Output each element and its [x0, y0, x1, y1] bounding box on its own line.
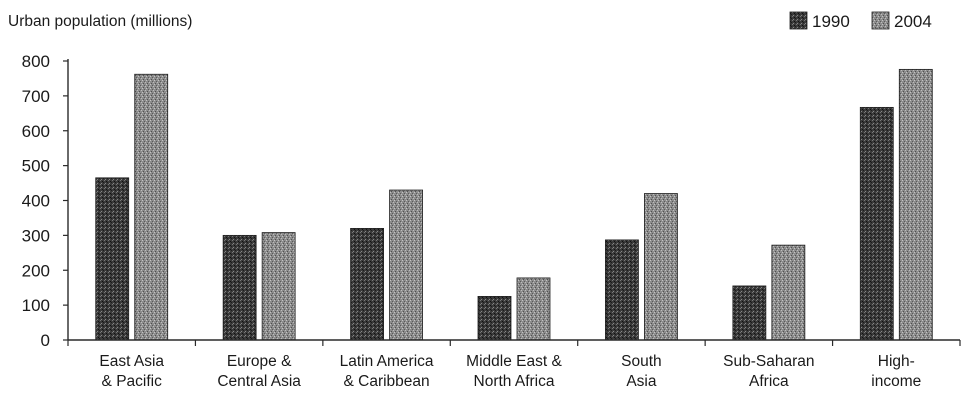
legend-label: 1990 — [812, 12, 850, 31]
y-tick-label: 100 — [22, 296, 50, 315]
x-tick-label: East Asia — [99, 353, 164, 370]
legend-swatch-1990 — [790, 12, 807, 29]
bar-1990 — [478, 296, 511, 340]
bars — [96, 69, 933, 340]
y-axis: 0 100 200 300 400 500 600 700 800 — [22, 52, 68, 350]
bar-2004 — [899, 69, 932, 340]
y-tick-label: 300 — [22, 226, 50, 245]
x-tick-label: Asia — [626, 373, 657, 390]
legend: 1990 2004 — [790, 12, 932, 31]
bar-2004 — [262, 233, 295, 340]
bar-1990 — [860, 107, 893, 340]
y-tick-label: 600 — [22, 122, 50, 141]
x-tick-label: Latin America — [340, 353, 434, 370]
x-tick-label: Africa — [749, 373, 789, 390]
bar-2004 — [772, 245, 805, 340]
x-tick-label: income — [871, 373, 921, 390]
x-tick-label: South — [621, 353, 662, 370]
bar-2004 — [135, 74, 168, 340]
x-tick-label: North Africa — [474, 373, 555, 390]
x-tick-label: Middle East & — [466, 353, 562, 370]
x-tick-label: Sub-Saharan — [723, 353, 814, 370]
legend-label: 2004 — [894, 12, 932, 31]
legend-swatch-2004 — [872, 12, 889, 29]
x-tick-label: & Caribbean — [343, 373, 429, 390]
bar-2004 — [644, 194, 677, 340]
bar-1990 — [223, 235, 256, 340]
bar-1990 — [733, 286, 766, 340]
x-axis: East Asia & Pacific Europe & Central Asia La… — [68, 340, 960, 390]
y-tick-label: 200 — [22, 261, 50, 280]
bar-2004 — [517, 278, 550, 340]
y-tick-label: 800 — [22, 52, 50, 71]
bar-1990 — [605, 240, 638, 340]
x-tick-label: & Pacific — [102, 373, 163, 390]
bar-1990 — [351, 228, 384, 340]
y-tick-label: 400 — [22, 192, 50, 211]
y-tick-label: 0 — [41, 331, 50, 350]
x-tick-label: High- — [878, 353, 915, 370]
y-axis-title: Urban population (millions) — [8, 13, 192, 30]
y-tick-label: 700 — [22, 87, 50, 106]
x-tick-label: Central Asia — [217, 373, 301, 390]
bar-2004 — [390, 190, 423, 340]
x-tick-label: Europe & — [227, 353, 292, 370]
y-tick-label: 500 — [22, 157, 50, 176]
bar-1990 — [96, 178, 129, 340]
